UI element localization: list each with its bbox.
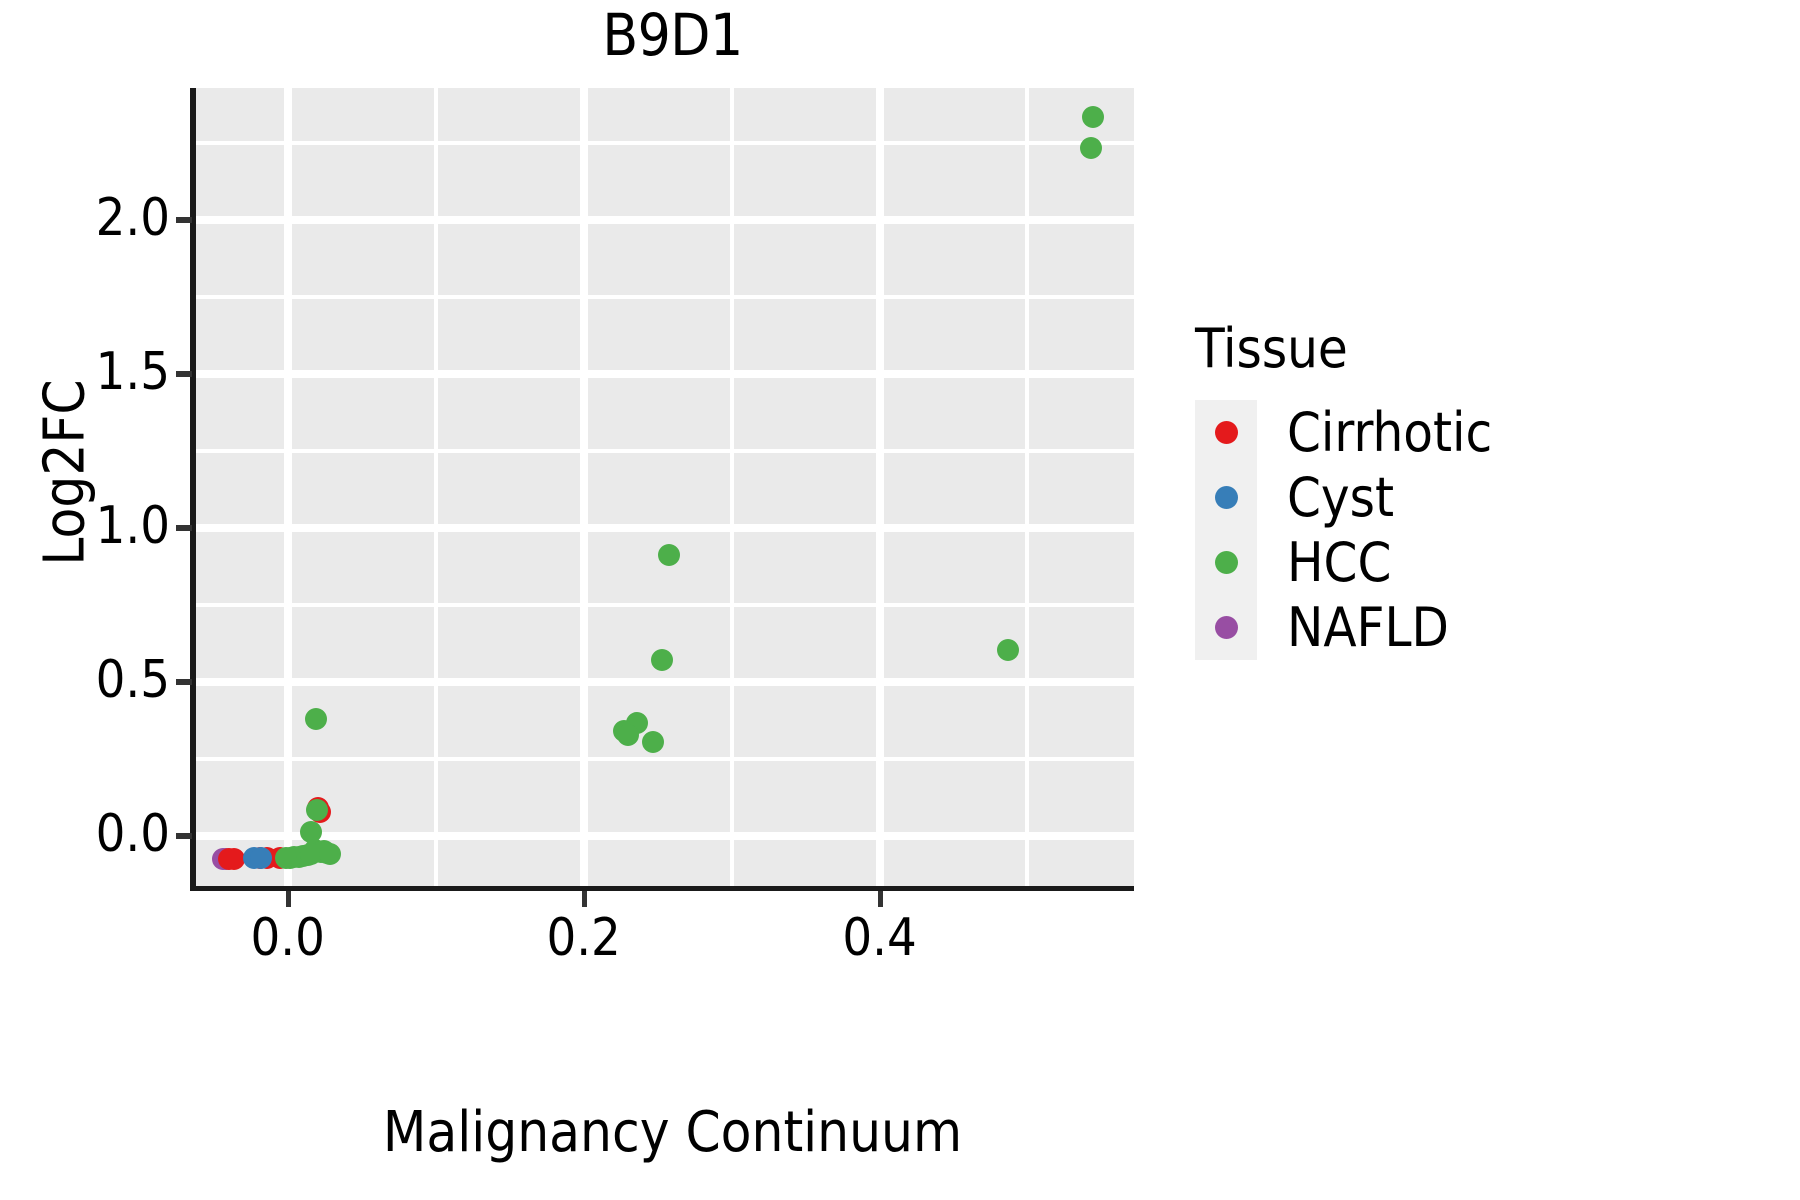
gridline-minor-horizontal — [196, 141, 1134, 146]
legend-item-hcc[interactable]: HCC — [1195, 530, 1795, 595]
gridline-minor-horizontal — [196, 449, 1134, 454]
legend-title: Tissue — [1195, 317, 1348, 380]
x-tick-mark — [581, 891, 587, 907]
data-point-hcc — [1081, 106, 1104, 129]
gridline-major-horizontal — [196, 831, 1134, 840]
legend: Tissue Cirrhotic Cyst HCC NAFLD — [1195, 322, 1795, 660]
gridline-major-horizontal — [196, 677, 1134, 686]
y-tick-label: 0.5 — [95, 649, 170, 710]
y-axis-line — [190, 88, 196, 890]
y-tick-mark — [176, 371, 192, 378]
legend-dot-icon — [1214, 551, 1238, 574]
legend-dot-icon — [1214, 486, 1238, 509]
x-tick-label: 0.4 — [842, 908, 917, 968]
legend-item-nafld[interactable]: NAFLD — [1195, 595, 1795, 660]
gridline-minor-horizontal — [196, 756, 1134, 761]
data-point-hcc — [617, 724, 639, 747]
data-point-hcc — [300, 843, 323, 866]
gridline-minor-vertical — [1025, 88, 1030, 888]
x-tick-mark — [285, 891, 291, 907]
gridline-minor-vertical — [433, 88, 438, 888]
x-axis-line — [190, 886, 1134, 891]
data-point-hcc — [997, 639, 1020, 662]
y-tick-mark — [176, 525, 192, 531]
data-point-hcc — [651, 648, 674, 671]
legend-key — [1195, 530, 1257, 595]
data-point-hcc — [658, 544, 681, 567]
y-tick-mark — [176, 678, 192, 685]
y-tick-label: 2.0 — [95, 188, 170, 249]
x-tick-label: 0.0 — [250, 908, 325, 968]
y-tick-mark — [176, 217, 192, 224]
data-point-hcc — [318, 842, 341, 865]
legend-key — [1195, 595, 1257, 660]
x-axis-title: Malignancy Continuum — [382, 1100, 963, 1165]
gridline-minor-horizontal — [196, 295, 1134, 300]
x-tick-label: 0.2 — [546, 908, 621, 968]
y-tick-label: 1.5 — [95, 342, 170, 403]
legend-item-label: HCC — [1287, 530, 1392, 594]
data-point-hcc — [275, 846, 298, 869]
legend-key — [1195, 465, 1257, 530]
gridline-minor-vertical — [729, 88, 734, 888]
y-tick-mark — [176, 832, 192, 839]
data-point-cyst — [250, 847, 273, 870]
legend-items: Cirrhotic Cyst HCC NAFLD — [1195, 400, 1795, 660]
gridline-major-horizontal — [196, 524, 1134, 532]
plot-panel — [196, 88, 1134, 888]
data-point-cirrhotic — [223, 847, 246, 870]
gridline-major-vertical — [283, 88, 292, 888]
page-title: B9D1 — [602, 1, 743, 69]
data-point-hcc — [305, 799, 328, 822]
legend-item-cyst[interactable]: Cyst — [1195, 465, 1795, 530]
data-point-hcc — [642, 731, 665, 754]
data-point-hcc — [304, 708, 327, 731]
legend-item-label: Cirrhotic — [1287, 400, 1493, 464]
legend-item-label: Cyst — [1287, 465, 1395, 529]
x-tick-mark — [877, 891, 883, 907]
legend-item-label: NAFLD — [1287, 595, 1449, 659]
gridline-major-horizontal — [196, 216, 1134, 225]
y-tick-label: 1.0 — [95, 496, 170, 556]
y-tick-label: 0.0 — [95, 803, 170, 864]
gridline-major-horizontal — [196, 370, 1134, 379]
y-axis-title: Log2FC — [32, 379, 98, 566]
gridline-major-vertical — [579, 88, 588, 888]
legend-dot-icon — [1214, 616, 1238, 639]
legend-key — [1195, 400, 1257, 465]
data-point-hcc — [1080, 137, 1103, 159]
data-point-hcc — [299, 820, 322, 843]
gridline-minor-horizontal — [196, 602, 1134, 607]
gridline-major-vertical — [875, 88, 884, 888]
legend-item-cirrhotic[interactable]: Cirrhotic — [1195, 400, 1795, 465]
legend-dot-icon — [1214, 421, 1238, 444]
